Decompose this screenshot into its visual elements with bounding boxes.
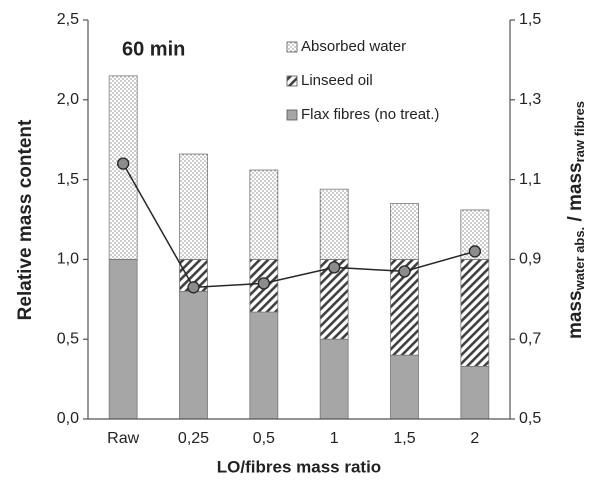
legend-label: Absorbed water	[301, 38, 406, 55]
bar-segment	[390, 354, 419, 420]
bar-segment	[390, 258, 419, 356]
y-axis-label: Relative mass content	[15, 119, 36, 320]
bar-segment	[319, 258, 349, 340]
legend-label: Linseed oil	[301, 72, 373, 89]
y-tick-label: 1,5	[57, 171, 79, 188]
bar-segment	[249, 169, 279, 260]
y2-tick-label: 0,7	[519, 330, 541, 347]
x-tick-label: 2	[470, 430, 479, 447]
y2-tick-label: 1,5	[519, 11, 541, 28]
y-tick-label: 2,5	[57, 11, 79, 28]
legend-swatch	[286, 75, 298, 87]
y2-label-sub: raw fibres	[572, 101, 587, 162]
x-tick-label: 0,5	[253, 430, 275, 447]
x-tick-label: 0,25	[178, 430, 209, 447]
x-tick-label: 1,5	[393, 430, 415, 447]
line-marker	[187, 281, 200, 294]
y2-tick-label: 1,1	[519, 171, 541, 188]
bar-segment	[319, 338, 349, 420]
y-tick-label: 2,0	[57, 91, 79, 108]
y2-axis-label: masswater abs. / massraw fibres	[565, 101, 587, 339]
line-marker	[468, 245, 481, 258]
line-marker	[328, 261, 341, 274]
line	[122, 163, 476, 289]
y-tick-label: 0,5	[57, 330, 79, 347]
x-tick-label: Raw	[107, 430, 139, 447]
legend-label: Flax fibres (no treat.)	[301, 106, 439, 123]
bar-segment	[460, 365, 490, 420]
bar-segment	[108, 258, 138, 420]
legend-swatch	[286, 41, 298, 53]
bar-segment	[460, 258, 490, 367]
y2-label-part: / mass	[565, 162, 586, 226]
line-marker	[117, 157, 130, 170]
x-axis-label: LO/fibres mass ratio	[217, 457, 381, 476]
line-marker	[398, 265, 411, 278]
line-marker	[257, 277, 270, 290]
y2-label-part: mass	[565, 290, 586, 339]
bar-segment	[390, 203, 419, 260]
bar-segment	[319, 188, 349, 260]
y2-label-sub: water abs.	[572, 227, 587, 292]
y-tick-label: 1,0	[57, 251, 79, 268]
x-tick-label: 1	[330, 430, 339, 447]
bar-segment	[179, 153, 208, 260]
y2-tick-label: 1,3	[519, 91, 541, 108]
y2-tick-label: 0,9	[519, 251, 541, 268]
y-tick-label: 0,0	[57, 410, 79, 427]
legend-swatch	[286, 109, 298, 121]
bar-segment	[179, 290, 208, 420]
bar-segment	[249, 311, 279, 420]
annotation: 60 min	[122, 38, 185, 60]
y2-tick-label: 0,5	[519, 410, 541, 427]
